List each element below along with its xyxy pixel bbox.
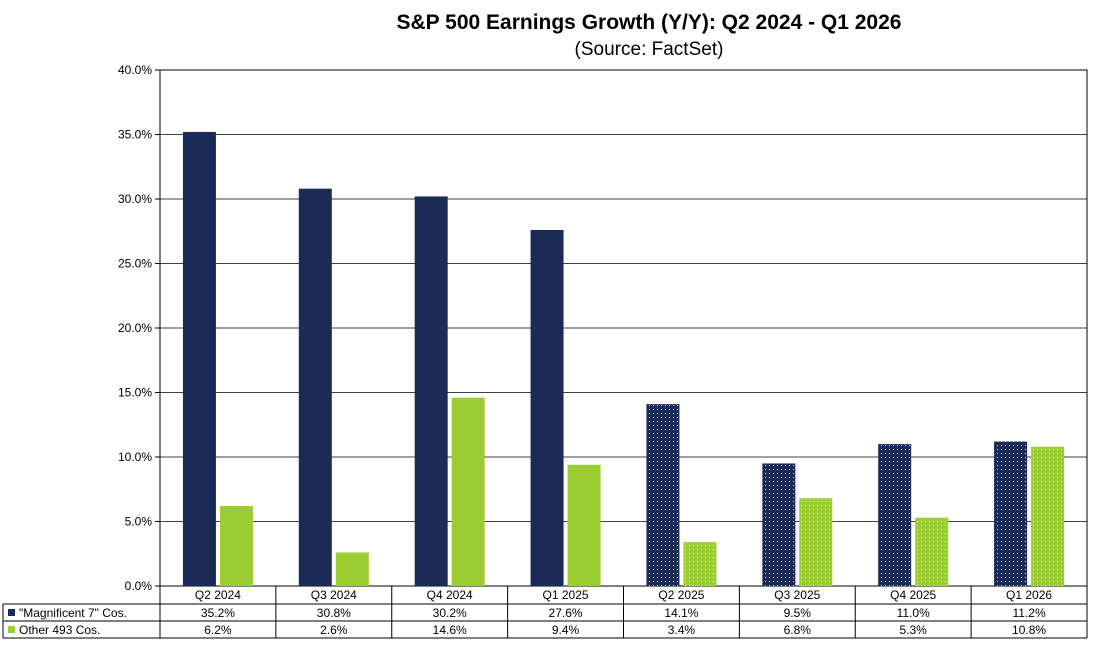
x-tick-label: Q3 2024 xyxy=(311,588,357,602)
x-tick-label: Q1 2026 xyxy=(1006,588,1052,602)
bar-magnificent-7-q3-2024 xyxy=(298,188,332,586)
y-axis-ticks: 0.0% 5.0% 10.0% 15.0% 20.0% 25.0% 30.0% 35.0% 40… xyxy=(118,63,152,593)
x-tick-label: Q2 2025 xyxy=(658,588,704,602)
y-tick-label: 10.0% xyxy=(118,450,152,464)
y-tick-label: 5.0% xyxy=(125,515,153,529)
y-tick-label: 20.0% xyxy=(118,321,152,335)
bar-other-493-q4-2025 xyxy=(915,517,949,586)
x-tick-label: Q4 2024 xyxy=(427,588,473,602)
data-label: 14.1% xyxy=(664,606,698,620)
data-label: 30.8% xyxy=(317,606,351,620)
bar-other-493-q1-2026 xyxy=(1031,446,1065,586)
bars xyxy=(182,131,1065,587)
data-label: 3.4% xyxy=(668,623,696,637)
legend-key xyxy=(8,626,15,633)
bar-magnificent-7-q4-2024 xyxy=(414,196,448,587)
bar-other-493-q3-2025 xyxy=(799,498,833,586)
y-tick-label: 35.0% xyxy=(118,128,152,142)
legend-key xyxy=(8,609,15,616)
bar-other-493-q1-2025 xyxy=(567,464,601,586)
y-tick-label: 15.0% xyxy=(118,386,152,400)
bar-other-493-q4-2024 xyxy=(451,397,485,586)
bar-other-493-q2-2024 xyxy=(219,506,253,586)
y-tick-label: 30.0% xyxy=(118,192,152,206)
legend-label: "Magnificent 7" Cos. xyxy=(19,606,127,620)
data-label: 5.3% xyxy=(900,623,928,637)
chart-title: S&P 500 Earnings Growth (Y/Y): Q2 2024 -… xyxy=(397,11,902,34)
data-label: 9.4% xyxy=(552,623,580,637)
x-tick-label: Q2 2024 xyxy=(195,588,241,602)
gridlines xyxy=(155,69,1088,587)
x-tick-label: Q4 2025 xyxy=(890,588,936,602)
data-label: 11.2% xyxy=(1012,606,1045,620)
chart-subtitle: (Source: FactSet) xyxy=(575,39,724,60)
bar-magnificent-7-q1-2026 xyxy=(994,441,1028,586)
bar-other-493-q2-2025 xyxy=(683,542,717,586)
bar-other-493-q3-2024 xyxy=(335,552,369,586)
bar-magnificent-7-q3-2025 xyxy=(762,463,796,586)
bar-magnificent-7-q2-2024 xyxy=(182,131,216,587)
data-label: 27.6% xyxy=(549,606,583,620)
x-tick-label: Q3 2025 xyxy=(774,588,820,602)
bar-magnificent-7-q2-2025 xyxy=(646,404,680,586)
data-label: 6.2% xyxy=(204,623,232,637)
y-tick-label: 25.0% xyxy=(118,257,152,271)
legend-label: Other 493 Cos. xyxy=(19,623,100,637)
data-label: 6.8% xyxy=(784,623,812,637)
x-tick-label: Q1 2025 xyxy=(543,588,589,602)
data-label: 2.6% xyxy=(320,623,348,637)
data-table: Q2 2024 Q3 2024 Q4 2024 Q1 2025 Q2 2025 Q3 20… xyxy=(2,586,1088,639)
y-tick-label: 40.0% xyxy=(118,63,152,77)
data-label: 14.6% xyxy=(433,623,467,637)
y-tick-label: 0.0% xyxy=(125,579,153,593)
data-label: 35.2% xyxy=(201,606,235,620)
data-label: 11.0% xyxy=(897,606,930,620)
data-label: 9.5% xyxy=(784,606,812,620)
data-label: 10.8% xyxy=(1012,623,1046,637)
data-label: 30.2% xyxy=(433,606,467,620)
bar-magnificent-7-q4-2025 xyxy=(878,444,912,586)
bar-magnificent-7-q1-2025 xyxy=(530,229,564,586)
